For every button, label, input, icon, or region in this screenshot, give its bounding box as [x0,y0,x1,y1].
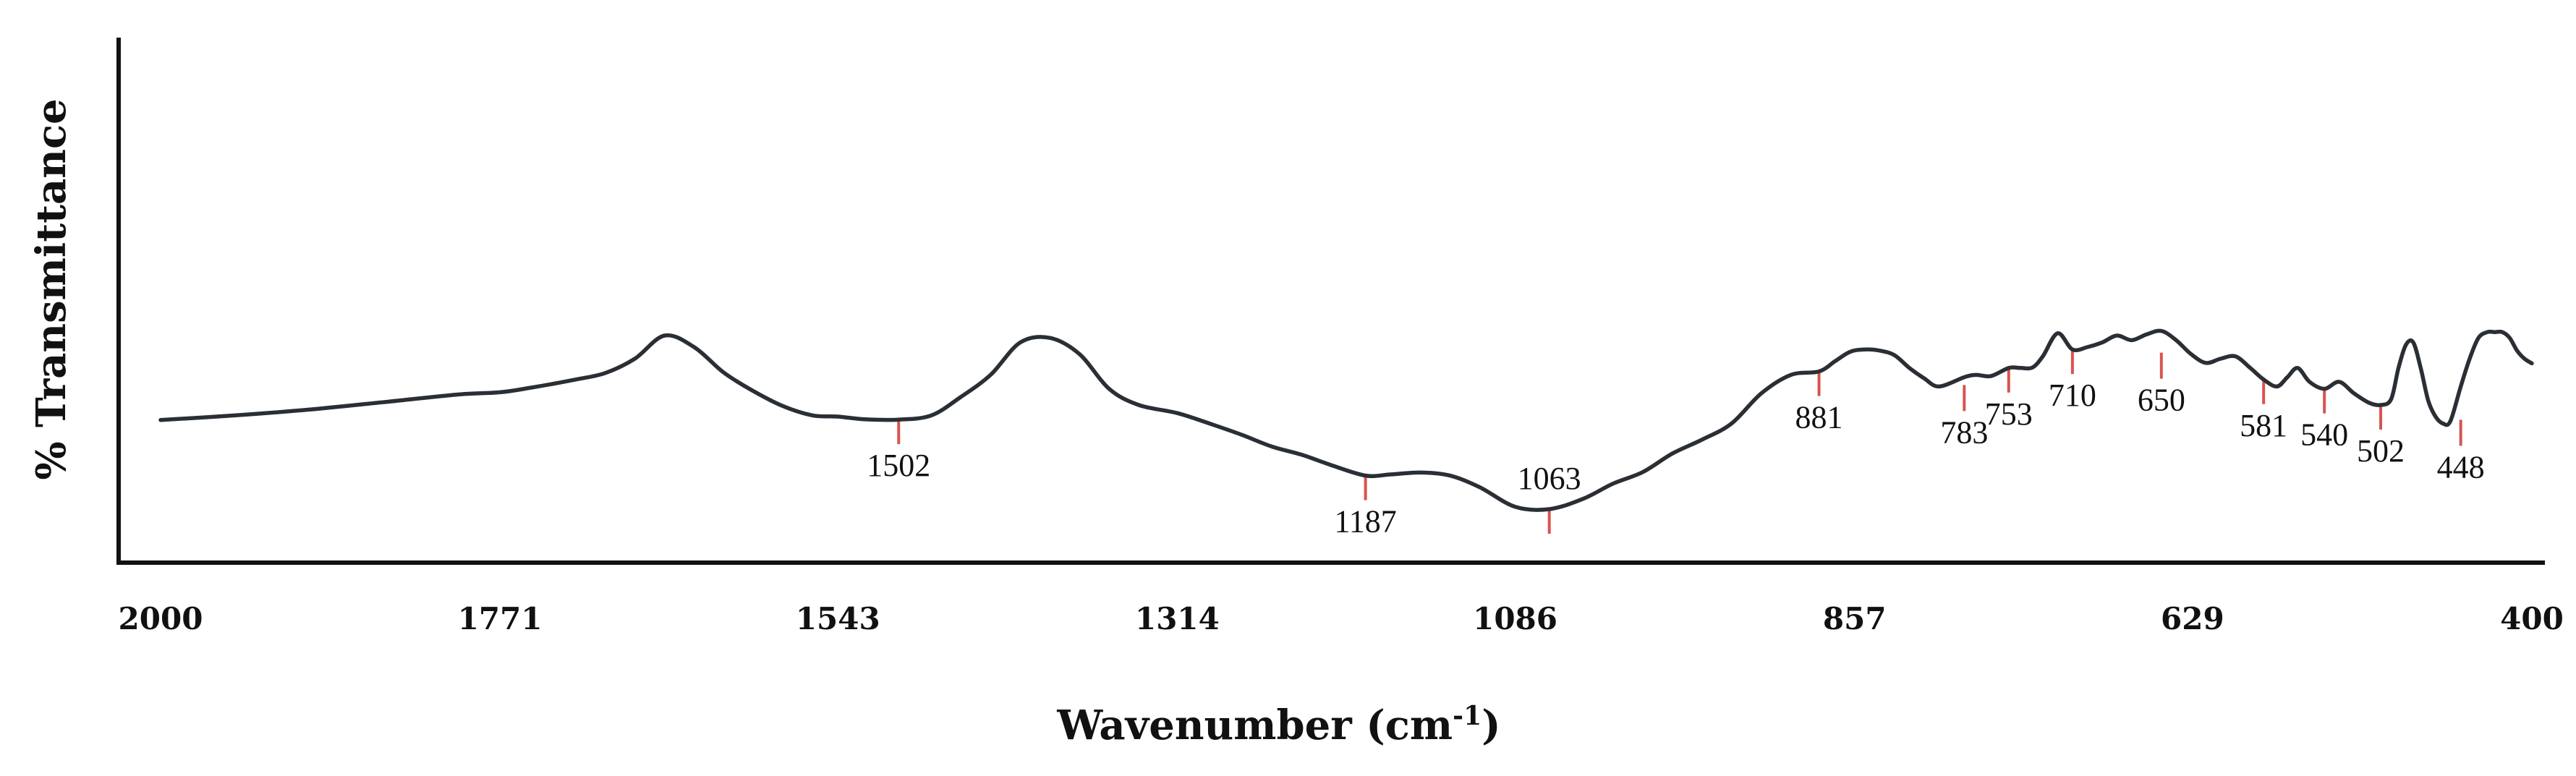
x-axis-title-close: ) [1482,702,1501,749]
peak-label: 881 [1795,400,1843,435]
x-tick-label: 1543 [796,601,880,636]
x-tick-label: 1314 [1135,601,1220,636]
peak-label: 1187 [1334,504,1396,540]
peak-label: 540 [2300,417,2348,453]
x-tick-label: 2000 [119,601,203,636]
peak-label: 650 [2138,383,2185,418]
peak-label: 1502 [867,448,930,483]
peak-label: 753 [1985,396,2033,432]
peak-label: 1063 [1518,461,1581,496]
peak-label: 502 [2357,433,2405,469]
x-axis-title-main: Wavenumber (cm [1056,702,1453,749]
peak-label: 710 [2049,378,2096,413]
x-tick-label: 857 [1823,601,1887,636]
x-tick-label: 629 [2161,601,2224,636]
peak-label: 783 [1940,414,1988,450]
x-tick-label: 1086 [1473,601,1557,636]
x-tick-labels: 2000 1771 1543 1314 1086 857 629 400 [119,601,2564,636]
x-tick-label: 400 [2500,601,2564,636]
peak-label: 448 [2437,449,2485,485]
x-axis-title-superscript: -1 [1453,701,1482,731]
peak-markers [897,348,2462,534]
x-axis-title: Wavenumber (cm-1) [1056,701,1500,749]
peak-label: 581 [2240,408,2287,443]
spectrum-line [158,328,2534,512]
y-axis-title: % Transmittance [27,98,75,479]
x-tick-label: 1771 [458,601,543,636]
